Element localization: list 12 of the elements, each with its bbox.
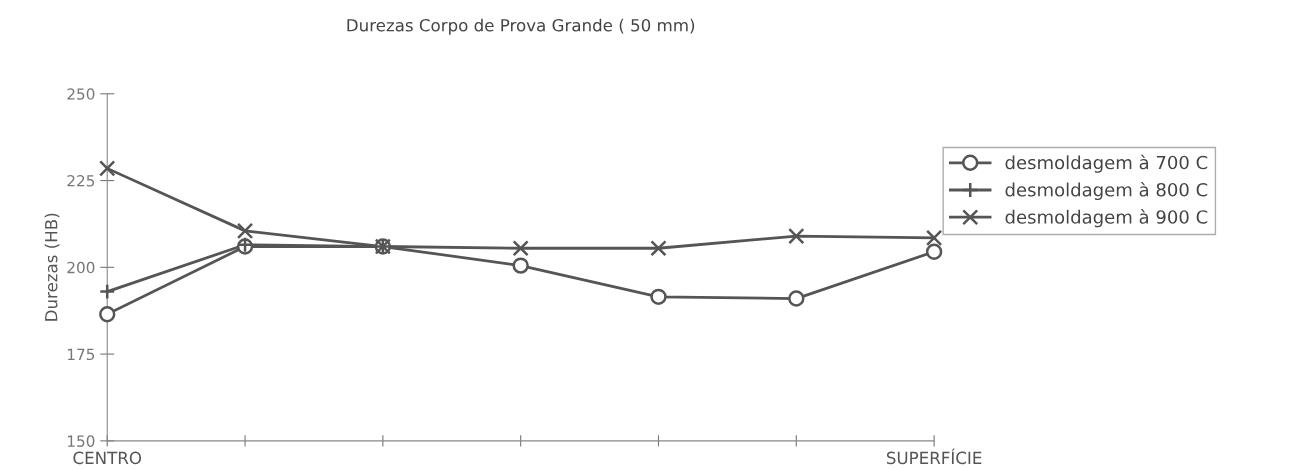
legend-label: desmoldagem à 700 C	[1005, 154, 1208, 173]
y-tick-label: 225	[67, 175, 95, 187]
legend-label: desmoldagem à 900 C	[1005, 209, 1208, 228]
chart-title: Durezas Corpo de Prova Grande ( 50 mm)	[347, 18, 695, 35]
y-axis-title: Durezas (HB)	[44, 213, 60, 321]
x-tick-label: CENTRO	[73, 451, 142, 465]
legend-label: desmoldagem à 800 C	[1005, 181, 1208, 201]
y-tick-label: 150	[67, 435, 95, 447]
x-tick-label: SUPERFÍCIE	[886, 448, 982, 465]
y-tick-label: 175	[67, 348, 95, 361]
y-tick-label: 200	[67, 261, 95, 274]
y-tick-label: 250	[67, 88, 95, 100]
